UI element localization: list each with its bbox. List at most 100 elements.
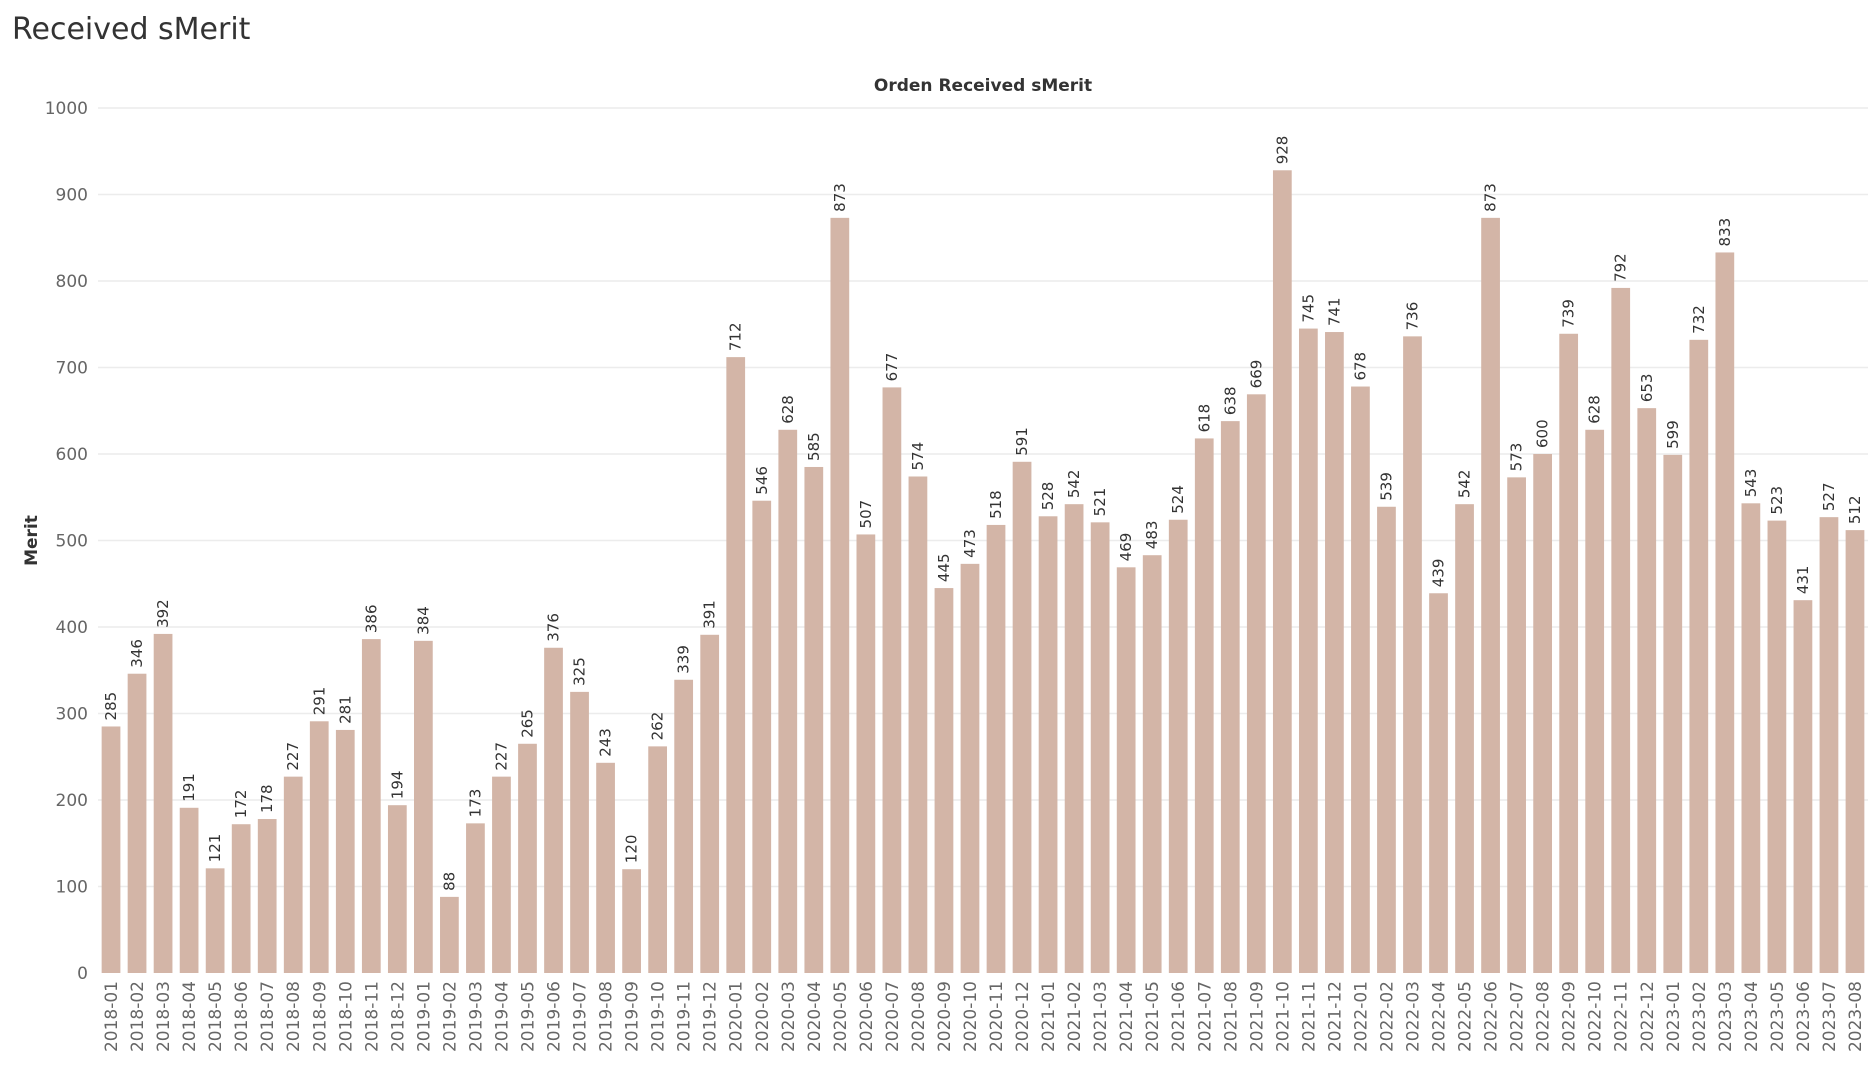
bar-value-label: 88	[440, 872, 458, 891]
x-tick-label: 2021-05	[1143, 981, 1163, 1052]
x-tick-label: 2021-10	[1273, 981, 1293, 1052]
bar	[1507, 477, 1526, 973]
bar	[1429, 593, 1448, 973]
bar	[1715, 252, 1735, 973]
y-tick-label: 100	[56, 878, 88, 898]
bar	[309, 721, 329, 973]
bar-value-label: 528	[1039, 482, 1057, 511]
bar	[1533, 454, 1553, 973]
bar	[1325, 332, 1344, 973]
bar	[1767, 520, 1787, 973]
bar-value-label: 243	[597, 728, 615, 757]
bar-value-label: 539	[1377, 472, 1395, 501]
bar	[179, 807, 199, 973]
bar-value-label: 194	[388, 771, 406, 800]
x-tick-label: 2022-03	[1403, 981, 1423, 1052]
bar	[856, 534, 876, 973]
bar	[1298, 328, 1318, 973]
bar	[1845, 530, 1865, 973]
bar-value-label: 678	[1351, 352, 1369, 381]
bar-value-label: 518	[987, 490, 1005, 519]
bar-value-label: 121	[206, 834, 224, 863]
bar	[466, 823, 485, 973]
x-tick-label: 2021-02	[1065, 981, 1085, 1052]
bar-value-label: 573	[1508, 443, 1526, 472]
x-tick-label: 2021-06	[1169, 981, 1189, 1052]
bar-value-label: 741	[1325, 297, 1343, 326]
bar-value-label: 928	[1273, 136, 1291, 165]
bar-value-label: 669	[1247, 360, 1265, 389]
bar-value-label: 833	[1716, 218, 1734, 247]
bar	[1585, 429, 1605, 973]
bar	[596, 762, 615, 973]
bar-value-label: 618	[1195, 404, 1213, 433]
x-tick-label: 2022-08	[1534, 981, 1554, 1052]
bar	[1611, 287, 1631, 973]
bar	[1351, 386, 1370, 973]
x-tick-label: 2022-04	[1430, 981, 1450, 1052]
bar	[361, 639, 381, 973]
x-tick-label: 2021-04	[1117, 981, 1137, 1052]
bar	[1403, 336, 1422, 973]
bar-value-label: 599	[1664, 420, 1682, 449]
bar	[1637, 408, 1657, 973]
bar-value-label: 325	[571, 657, 589, 686]
bar	[1819, 517, 1839, 973]
bar-value-label: 521	[1091, 488, 1109, 517]
bar-value-label: 524	[1169, 485, 1187, 514]
x-tick-label: 2023-02	[1690, 981, 1710, 1052]
bar-value-label: 173	[466, 789, 484, 818]
bar-value-label: 546	[753, 466, 771, 495]
x-tick-label: 2018-05	[206, 981, 226, 1052]
x-tick-label: 2023-01	[1664, 981, 1684, 1052]
bar	[1741, 503, 1761, 973]
bar-value-label: 745	[1299, 294, 1317, 323]
bar-value-label: 677	[883, 353, 901, 382]
bar-value-label: 483	[1143, 521, 1161, 550]
x-tick-label: 2023-08	[1846, 981, 1866, 1052]
bar	[1481, 217, 1500, 974]
bar-value-label: 512	[1846, 495, 1864, 524]
x-tick-label: 2021-01	[1039, 981, 1059, 1052]
bar	[335, 729, 355, 973]
x-tick-label: 2022-07	[1508, 981, 1528, 1052]
bar	[674, 679, 694, 973]
bar	[986, 524, 1006, 973]
bar-value-label: 507	[857, 500, 875, 529]
x-tick-label: 2023-06	[1794, 981, 1814, 1052]
bar	[1455, 504, 1474, 973]
bar-value-label: 873	[831, 183, 849, 212]
bar	[804, 466, 824, 973]
bar	[622, 869, 641, 973]
page-title: Received sMerit	[12, 12, 251, 47]
bar-value-label: 376	[545, 613, 563, 642]
chart-title: Orden Received sMerit	[874, 76, 1092, 96]
x-tick-label: 2023-07	[1820, 981, 1840, 1052]
bar	[1272, 170, 1292, 973]
bar	[544, 647, 563, 973]
bar-value-label: 600	[1534, 419, 1552, 448]
bar-value-label: 445	[935, 553, 953, 582]
x-tick-label: 2023-05	[1768, 981, 1788, 1052]
bar-value-label: 628	[779, 395, 797, 424]
bar-value-label: 391	[701, 600, 719, 629]
x-tick-label: 2019-07	[571, 981, 591, 1052]
x-tick-label: 2018-10	[336, 981, 356, 1052]
bar	[413, 640, 433, 973]
bar-value-label: 628	[1586, 395, 1604, 424]
bar	[440, 896, 459, 973]
bar	[518, 743, 537, 973]
x-tick-label: 2020-10	[961, 981, 981, 1052]
bar	[153, 633, 173, 973]
x-tick-label: 2023-04	[1742, 981, 1762, 1052]
x-tick-label: 2019-02	[440, 981, 460, 1052]
bar-value-label: 191	[180, 773, 198, 802]
bar	[1793, 600, 1813, 973]
x-tick-label: 2021-08	[1221, 981, 1241, 1052]
bar-value-label: 736	[1403, 302, 1421, 331]
bar	[1663, 454, 1683, 973]
y-tick-label: 200	[56, 791, 88, 811]
x-tick-label: 2022-09	[1560, 981, 1580, 1052]
x-tick-label: 2021-07	[1195, 981, 1215, 1052]
